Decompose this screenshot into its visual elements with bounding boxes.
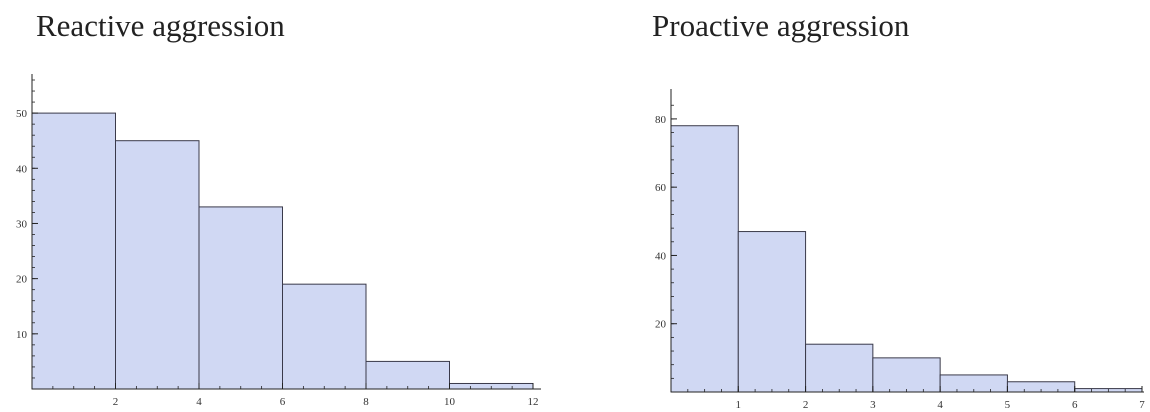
y-tick-label: 50 bbox=[16, 108, 28, 120]
y-tick-label: 30 bbox=[16, 218, 28, 230]
x-tick-label: 4 bbox=[937, 399, 943, 411]
y-tick-label: 40 bbox=[16, 163, 28, 175]
x-tick-label: 1 bbox=[736, 399, 742, 411]
histogram-bar bbox=[31, 112, 116, 390]
x-tick-label: 7 bbox=[1139, 399, 1145, 411]
histogram-bar bbox=[670, 125, 739, 393]
histogram-bar bbox=[365, 360, 450, 390]
chart-title-proactive: Proactive aggression bbox=[652, 8, 910, 43]
histogram-bar bbox=[737, 231, 807, 393]
histogram-bar bbox=[872, 357, 941, 393]
y-tick-label: 40 bbox=[655, 250, 667, 262]
x-tick-label: 3 bbox=[870, 399, 876, 411]
x-tick-label: 2 bbox=[113, 396, 119, 408]
x-tick-label: 4 bbox=[196, 396, 202, 408]
y-tick-label: 20 bbox=[16, 274, 28, 286]
chart-title-reactive: Reactive aggression bbox=[36, 8, 285, 43]
y-tick-label: 80 bbox=[655, 114, 667, 126]
y-tick-label: 10 bbox=[16, 329, 28, 341]
histogram-bar bbox=[198, 206, 283, 390]
x-tick-label: 8 bbox=[363, 396, 369, 408]
x-tick-label: 2 bbox=[803, 399, 809, 411]
x-tick-label: 6 bbox=[1072, 399, 1078, 411]
histogram-bar bbox=[805, 343, 874, 393]
x-tick-label: 5 bbox=[1005, 399, 1011, 411]
x-tick-label: 12 bbox=[528, 396, 539, 408]
x-tick-label: 6 bbox=[280, 396, 286, 408]
x-tick-label: 10 bbox=[444, 396, 456, 408]
histogram-proactive: 1 2 3 4 5 6 7 20 40 60 80 bbox=[655, 89, 1145, 411]
y-tick-label: 60 bbox=[655, 182, 667, 194]
histogram-bar bbox=[282, 283, 367, 390]
histogram-reactive: 2 4 6 8 10 12 10 20 30 40 50 bbox=[16, 74, 541, 408]
y-tick-label: 20 bbox=[655, 319, 667, 331]
histogram-bar bbox=[115, 140, 200, 390]
